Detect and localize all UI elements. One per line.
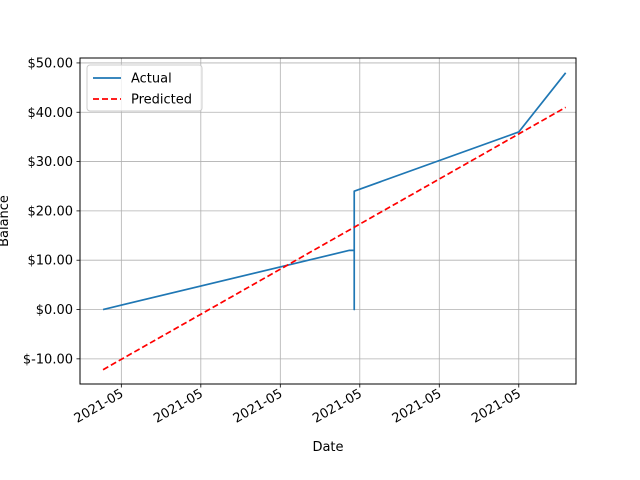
series-line-predicted: [102, 106, 567, 371]
legend: Actual Predicted: [86, 64, 203, 112]
x-axis-title: Date: [312, 440, 343, 455]
grid: [80, 58, 576, 384]
y-tick-label: $50.00: [28, 56, 74, 71]
y-tick-label: $30.00: [28, 155, 74, 170]
series-line-actual: [102, 72, 567, 311]
series-group: [102, 72, 567, 371]
plot-frame: [79, 57, 577, 385]
y-axis-title: Balance: [0, 195, 12, 247]
y-tick-label: $0.00: [36, 303, 73, 318]
y-tick-label: $10.00: [28, 254, 74, 269]
y-tick-label: $-10.00: [23, 352, 73, 367]
legend-label-predicted: Predicted: [131, 93, 192, 108]
legend-label-actual: Actual: [131, 72, 172, 87]
y-tick-label: $40.00: [28, 106, 74, 121]
y-tick-label: $20.00: [28, 204, 74, 219]
